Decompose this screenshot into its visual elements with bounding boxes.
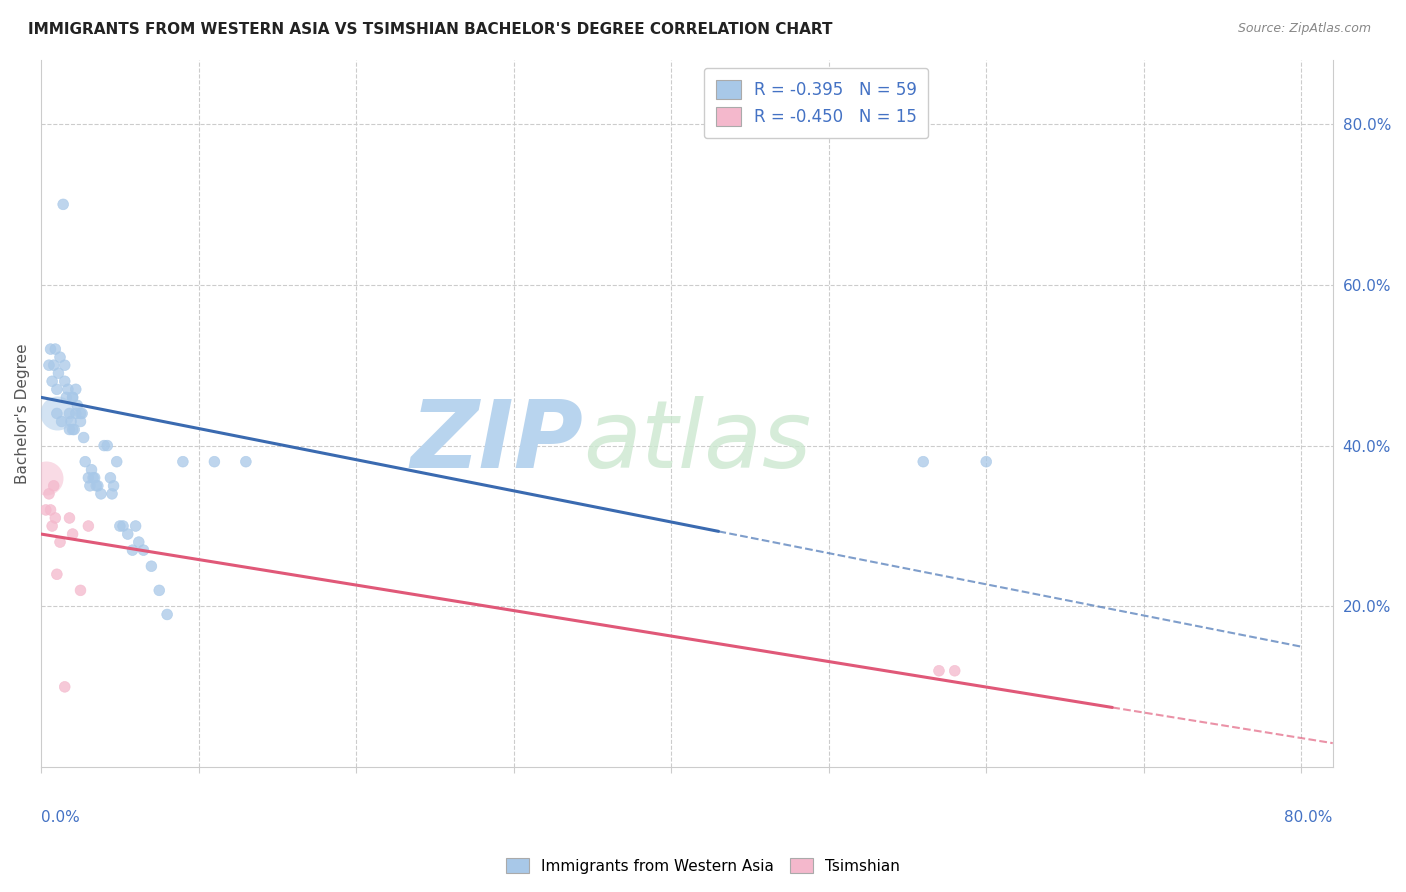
Y-axis label: Bachelor's Degree: Bachelor's Degree <box>15 343 30 483</box>
Point <box>87 479 110 493</box>
Point <box>45 382 67 396</box>
Point <box>70 406 93 420</box>
Point <box>51 415 73 429</box>
Text: IMMIGRANTS FROM WESTERN ASIA VS TSIMSHIAN BACHELOR'S DEGREE CORRELATION CHART: IMMIGRANTS FROM WESTERN ASIA VS TSIMSHIA… <box>28 22 832 37</box>
Point <box>48 366 70 380</box>
Point <box>128 535 150 549</box>
Point <box>974 455 997 469</box>
Point <box>202 455 225 469</box>
Point <box>58 423 80 437</box>
Text: 80.0%: 80.0% <box>1285 810 1333 825</box>
Legend: R = -0.395   N = 59, R = -0.450   N = 15: R = -0.395 N = 59, R = -0.450 N = 15 <box>704 68 928 138</box>
Point <box>928 664 950 678</box>
Point <box>62 390 84 404</box>
Legend: Immigrants from Western Asia, Tsimshian: Immigrants from Western Asia, Tsimshian <box>501 852 905 880</box>
Point <box>66 398 89 412</box>
Point <box>69 415 91 429</box>
Point <box>79 479 101 493</box>
Point <box>35 471 58 485</box>
Text: Source: ZipAtlas.com: Source: ZipAtlas.com <box>1237 22 1371 36</box>
Point <box>156 607 179 622</box>
Point <box>42 358 65 372</box>
Point <box>93 439 115 453</box>
Point <box>38 487 60 501</box>
Text: ZIP: ZIP <box>411 396 583 488</box>
Point <box>44 342 66 356</box>
Point <box>90 487 112 501</box>
Point <box>58 406 80 420</box>
Point <box>100 471 122 485</box>
Point <box>39 503 62 517</box>
Point <box>943 664 966 678</box>
Point <box>65 406 87 420</box>
Point <box>38 358 60 372</box>
Point <box>53 358 76 372</box>
Point <box>56 382 79 396</box>
Point <box>62 423 84 437</box>
Point <box>55 390 77 404</box>
Point <box>77 471 100 485</box>
Point <box>45 406 67 420</box>
Point <box>83 471 105 485</box>
Point <box>111 519 134 533</box>
Point <box>44 511 66 525</box>
Point <box>63 423 86 437</box>
Point <box>49 350 72 364</box>
Point <box>912 455 935 469</box>
Point <box>60 415 83 429</box>
Point <box>41 374 63 388</box>
Point <box>141 559 163 574</box>
Point <box>105 455 128 469</box>
Point <box>69 583 91 598</box>
Point <box>45 567 67 582</box>
Point <box>49 535 72 549</box>
Point <box>84 479 107 493</box>
Point <box>82 471 104 485</box>
Point <box>108 519 131 533</box>
Point <box>69 406 91 420</box>
Point <box>124 519 146 533</box>
Point <box>53 680 76 694</box>
Point <box>35 503 58 517</box>
Point <box>52 197 75 211</box>
Point <box>53 374 76 388</box>
Point <box>101 487 124 501</box>
Point <box>65 382 87 396</box>
Point <box>172 455 194 469</box>
Point <box>132 543 155 558</box>
Text: atlas: atlas <box>583 396 811 487</box>
Point <box>58 511 80 525</box>
Point <box>117 527 139 541</box>
Point <box>41 519 63 533</box>
Point <box>235 455 257 469</box>
Point <box>62 390 84 404</box>
Point <box>45 406 67 420</box>
Point <box>121 543 143 558</box>
Point <box>75 455 97 469</box>
Point <box>42 479 65 493</box>
Point <box>80 463 103 477</box>
Point <box>148 583 170 598</box>
Point <box>96 439 118 453</box>
Point <box>72 431 94 445</box>
Point <box>103 479 125 493</box>
Text: 0.0%: 0.0% <box>41 810 80 825</box>
Point <box>77 519 100 533</box>
Point <box>39 342 62 356</box>
Point <box>62 527 84 541</box>
